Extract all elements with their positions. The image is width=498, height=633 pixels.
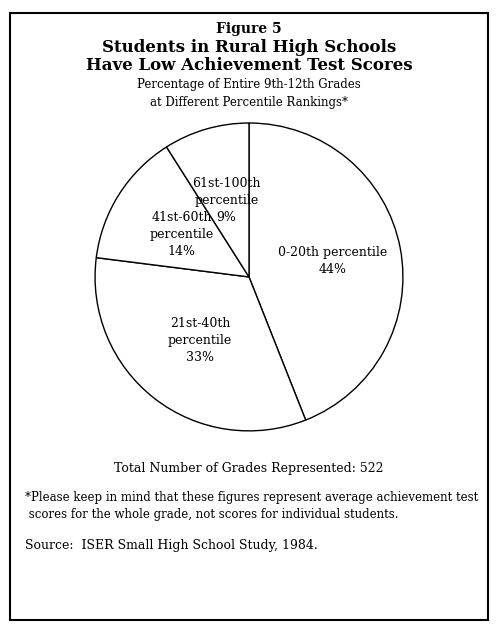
Wedge shape [95,258,306,431]
Text: Students in Rural High Schools: Students in Rural High Schools [102,39,396,56]
Wedge shape [249,123,403,420]
Wedge shape [166,123,249,277]
Text: Figure 5: Figure 5 [216,22,282,36]
Text: Have Low Achievement Test Scores: Have Low Achievement Test Scores [86,57,412,74]
Text: 41st-60th
percentile
14%: 41st-60th percentile 14% [149,211,214,258]
Text: 21st-40th
percentile
33%: 21st-40th percentile 33% [168,316,232,364]
Text: 61st-100th
percentile
9%: 61st-100th percentile 9% [192,177,261,223]
Text: 0-20th percentile
44%: 0-20th percentile 44% [277,246,387,276]
Text: Source:  ISER Small High School Study, 1984.: Source: ISER Small High School Study, 19… [25,539,318,553]
Text: Percentage of Entire 9th-12th Grades
at Different Percentile Rankings*: Percentage of Entire 9th-12th Grades at … [137,78,361,110]
Text: *Please keep in mind that these figures represent average achievement test
 scor: *Please keep in mind that these figures … [25,491,478,520]
Wedge shape [96,147,249,277]
Text: Total Number of Grades Represented: 522: Total Number of Grades Represented: 522 [114,462,384,475]
